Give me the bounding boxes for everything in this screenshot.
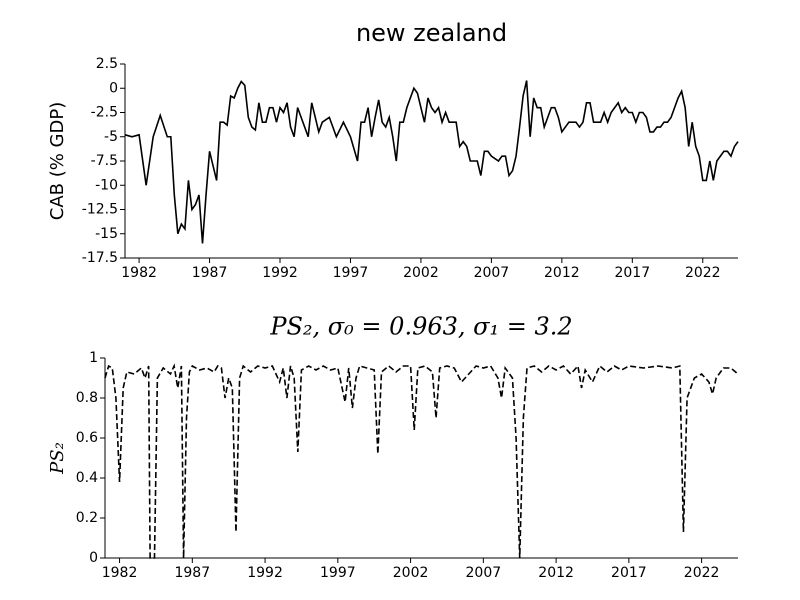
y-tick-label: -12.5 (82, 202, 118, 218)
y-tick-label: 0.2 (76, 510, 98, 526)
x-tick-label: 2022 (684, 565, 720, 581)
data-line (124, 80, 739, 244)
y-tick-label: 0.4 (76, 470, 98, 486)
x-tick-label: 2002 (393, 565, 429, 581)
x-tick-label: 2012 (544, 265, 580, 281)
x-tick-label: 2012 (538, 565, 574, 581)
x-tick-label: 2017 (611, 565, 647, 581)
x-tick-label: 2022 (685, 265, 721, 281)
y-tick-label: -2.5 (91, 105, 118, 121)
y-tick-label: -17.5 (82, 250, 118, 266)
x-tick-label: 1992 (247, 565, 283, 581)
chart-title: new zealand (356, 19, 507, 47)
y-axis-label: CAB (% GDP) (47, 102, 68, 221)
y-tick-label: 0.8 (76, 390, 98, 406)
x-tick-label: 1997 (320, 565, 356, 581)
y-tick-label: 1 (89, 350, 98, 366)
x-tick-label: 1997 (333, 265, 369, 281)
x-tick-label: 1987 (174, 565, 210, 581)
y-tick-label: 0 (89, 550, 98, 566)
x-tick-label: 2017 (614, 265, 650, 281)
x-tick-label: 2007 (474, 265, 510, 281)
data-line (104, 363, 739, 559)
x-tick-label: 1992 (262, 265, 298, 281)
x-tick-label: 1982 (102, 565, 138, 581)
y-tick-label: 0.6 (76, 430, 98, 446)
y-tick-label: 2.5 (96, 56, 118, 72)
y-tick-label: 0 (109, 80, 118, 96)
x-tick-label: 2002 (403, 265, 439, 281)
x-tick-label: 1987 (192, 265, 228, 281)
y-tick-label: -5 (104, 129, 118, 145)
chart-title: PS₂, σ₀ = 0.963, σ₁ = 3.2 (269, 313, 572, 341)
x-tick-label: 2007 (466, 565, 502, 581)
y-tick-label: -7.5 (91, 153, 118, 169)
y-axis-label: PS₂ (47, 442, 68, 475)
y-tick-label: -10 (95, 177, 118, 193)
x-tick-label: 1982 (121, 265, 157, 281)
y-tick-label: -15 (95, 226, 118, 242)
